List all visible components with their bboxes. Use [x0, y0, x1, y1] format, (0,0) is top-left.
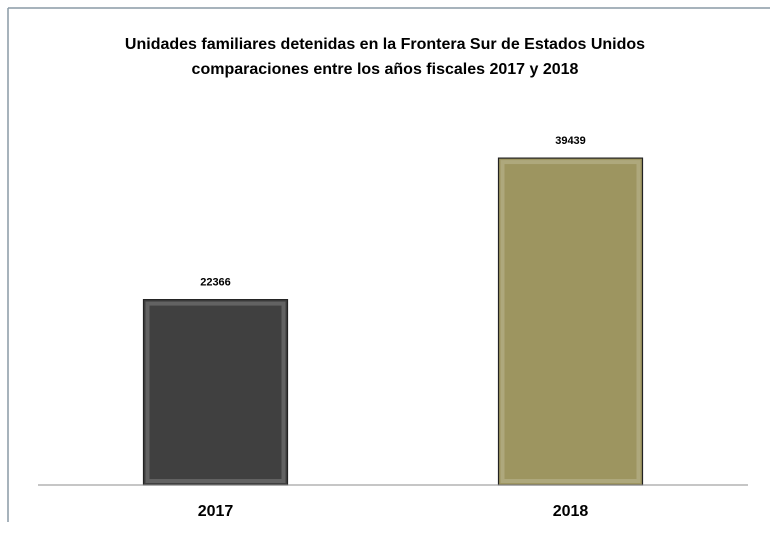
value-label: 22366 — [200, 277, 231, 289]
bar — [497, 157, 644, 486]
bar — [142, 299, 289, 486]
chart-subtitle: comparaciones entre los años fiscales 20… — [192, 61, 579, 78]
bar-bevel — [500, 160, 641, 483]
bar-bevel — [145, 301, 286, 483]
x-tick-label: 2018 — [553, 503, 589, 520]
chart-title: Unidades familiares detenidas en la Fron… — [125, 36, 645, 53]
value-label: 39439 — [555, 135, 586, 147]
x-tick-label: 2017 — [198, 503, 234, 520]
